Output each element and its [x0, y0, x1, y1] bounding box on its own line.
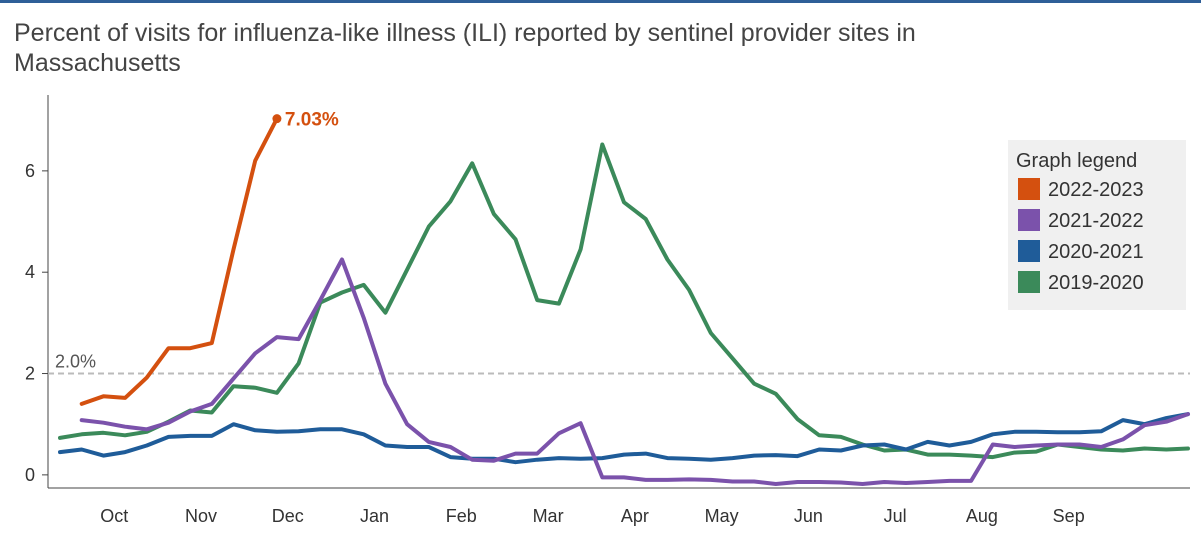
series-line-2020-2021	[58, 412, 1190, 465]
legend-label-2020-2021: 2020-2021	[1048, 241, 1144, 263]
annotation-label: 7.03%	[285, 110, 339, 131]
legend-label-2019-2020: 2019-2020	[1048, 272, 1144, 294]
y-tick-label: 6	[25, 161, 35, 181]
y-tick-label: 0	[25, 465, 35, 485]
legend-title: Graph legend	[1016, 150, 1137, 172]
x-tick-label-sep: Sep	[1053, 506, 1085, 526]
series-line-2022-2023	[79, 116, 279, 406]
x-tick-label-jan: Jan	[360, 506, 389, 526]
x-tick-label-apr: Apr	[621, 506, 649, 526]
x-tick-label-may: May	[705, 506, 739, 526]
reference-line-label: 2.0%	[55, 352, 96, 372]
y-tick-label: 2	[25, 364, 35, 384]
legend-swatch-2021-2022	[1018, 209, 1040, 231]
annotation-point	[272, 114, 282, 124]
series-line-2021-2022	[79, 257, 1190, 486]
chart-legend: Graph legend 2022-2023 2021-2022 2020-2021 2…	[1008, 140, 1186, 310]
x-tick-label-jul: Jul	[884, 506, 907, 526]
x-tick-label-nov: Nov	[185, 506, 217, 526]
x-tick-label-jun: Jun	[794, 506, 823, 526]
legend-swatch-2019-2020	[1018, 271, 1040, 293]
legend-swatch-2022-2023	[1018, 178, 1040, 200]
chart-title: Percent of visits for influenza-like ill…	[14, 19, 916, 77]
legend-swatch-2020-2021	[1018, 240, 1040, 262]
legend-label-2021-2022: 2021-2022	[1048, 210, 1144, 232]
x-tick-label-feb: Feb	[446, 506, 477, 526]
top-rule	[0, 0, 1201, 3]
series-line-2019-2020	[58, 142, 1190, 460]
reference-line-group: 2.0%	[48, 352, 1190, 375]
series-lines	[58, 116, 1190, 486]
x-tick-label-mar: Mar	[533, 506, 564, 526]
x-tick-label-aug: Aug	[966, 506, 998, 526]
y-tick-label: 4	[25, 262, 35, 282]
annotation-group: 7.03%	[272, 110, 339, 131]
x-tick-label-dec: Dec	[272, 506, 304, 526]
axes: 0 2 4 6 Oct Nov Dec Jan Feb Mar Apr May Jun Jul Aug Sep	[25, 95, 1190, 526]
legend-label-2022-2023: 2022-2023	[1048, 179, 1144, 201]
x-tick-label-oct: Oct	[100, 506, 128, 526]
